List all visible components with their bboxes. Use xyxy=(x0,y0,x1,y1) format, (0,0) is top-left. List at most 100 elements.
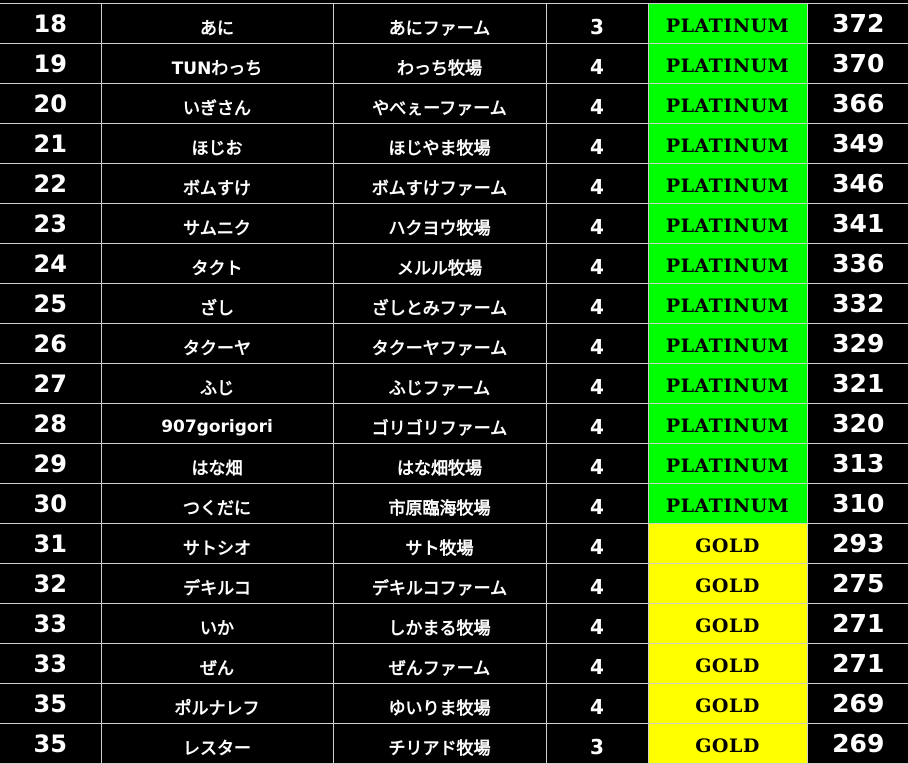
farm-cell: メルル牧場 xyxy=(332,243,547,284)
score-cell: 332 xyxy=(806,283,908,324)
num-cell: 4 xyxy=(545,563,649,604)
score-cell: 321 xyxy=(806,363,908,404)
score-cell: 271 xyxy=(806,603,908,644)
tier-badge: PLATINUM xyxy=(647,123,808,164)
score-cell: 313 xyxy=(806,443,908,484)
farm-cell: ほじやま牧場 xyxy=(332,123,547,164)
table-row: 21 ほじお ほじやま牧場 4 PLATINUM 349 xyxy=(0,123,908,164)
farm-cell: ハクヨウ牧場 xyxy=(332,203,547,244)
num-cell: 4 xyxy=(545,363,649,404)
table-row: 33 いか しかまる牧場 4 GOLD 271 xyxy=(0,603,908,644)
rank-cell: 28 xyxy=(0,403,102,444)
table-row: 24 タクト メルル牧場 4 PLATINUM 336 xyxy=(0,243,908,284)
farm-cell: チリアド牧場 xyxy=(332,723,547,764)
table-row: 35 レスター チリアド牧場 3 GOLD 269 xyxy=(0,723,908,764)
farm-cell: ふじファーム xyxy=(332,363,547,404)
rank-cell: 27 xyxy=(0,363,102,404)
score-cell: 366 xyxy=(806,83,908,124)
num-cell: 3 xyxy=(545,3,649,44)
score-cell: 370 xyxy=(806,43,908,84)
tier-badge: GOLD xyxy=(647,683,808,724)
farm-cell: あにファーム xyxy=(332,3,547,44)
num-cell: 4 xyxy=(545,43,649,84)
farm-cell: ざしとみファーム xyxy=(332,283,547,324)
table-row: 31 サトシオ サト牧場 4 GOLD 293 xyxy=(0,523,908,564)
name-cell: ポルナレフ xyxy=(100,683,334,724)
table-row: 32 デキルコ デキルコファーム 4 GOLD 275 xyxy=(0,563,908,604)
name-cell: サトシオ xyxy=(100,523,334,564)
num-cell: 4 xyxy=(545,603,649,644)
name-cell: いぎさん xyxy=(100,83,334,124)
name-cell: つくだに xyxy=(100,483,334,524)
tier-badge: PLATINUM xyxy=(647,323,808,364)
tier-badge: PLATINUM xyxy=(647,443,808,484)
score-cell: 349 xyxy=(806,123,908,164)
num-cell: 4 xyxy=(545,483,649,524)
score-cell: 336 xyxy=(806,243,908,284)
tier-badge: PLATINUM xyxy=(647,243,808,284)
rank-cell: 31 xyxy=(0,523,102,564)
rank-cell: 23 xyxy=(0,203,102,244)
score-cell: 329 xyxy=(806,323,908,364)
num-cell: 4 xyxy=(545,283,649,324)
tier-badge: GOLD xyxy=(647,603,808,644)
farm-cell: デキルコファーム xyxy=(332,563,547,604)
name-cell: デキルコ xyxy=(100,563,334,604)
rank-cell: 19 xyxy=(0,43,102,84)
name-cell: レスター xyxy=(100,723,334,764)
name-cell: ふじ xyxy=(100,363,334,404)
table-row: 22 ボムすけ ボムすけファーム 4 PLATINUM 346 xyxy=(0,163,908,204)
rank-cell: 24 xyxy=(0,243,102,284)
rank-cell: 25 xyxy=(0,283,102,324)
rank-cell: 35 xyxy=(0,683,102,724)
rank-cell: 20 xyxy=(0,83,102,124)
table-row: 30 つくだに 市原臨海牧場 4 PLATINUM 310 xyxy=(0,483,908,524)
num-cell: 4 xyxy=(545,243,649,284)
farm-cell: はな畑牧場 xyxy=(332,443,547,484)
score-cell: 372 xyxy=(806,3,908,44)
name-cell: あに xyxy=(100,3,334,44)
rank-cell: 35 xyxy=(0,723,102,764)
tier-badge: PLATINUM xyxy=(647,483,808,524)
tier-badge: GOLD xyxy=(647,523,808,564)
num-cell: 4 xyxy=(545,683,649,724)
tier-badge: PLATINUM xyxy=(647,363,808,404)
table-row: 26 タクーヤ タクーヤファーム 4 PLATINUM 329 xyxy=(0,323,908,364)
num-cell: 4 xyxy=(545,323,649,364)
score-cell: 293 xyxy=(806,523,908,564)
rank-cell: 32 xyxy=(0,563,102,604)
tier-badge: PLATINUM xyxy=(647,83,808,124)
name-cell: タクーヤ xyxy=(100,323,334,364)
table-row: 18 あに あにファーム 3 PLATINUM 372 xyxy=(0,3,908,44)
num-cell: 4 xyxy=(545,523,649,564)
table-row: 29 はな畑 はな畑牧場 4 PLATINUM 313 xyxy=(0,443,908,484)
farm-cell: しかまる牧場 xyxy=(332,603,547,644)
rank-cell: 29 xyxy=(0,443,102,484)
tier-badge: PLATINUM xyxy=(647,43,808,84)
rank-cell: 26 xyxy=(0,323,102,364)
name-cell: ざし xyxy=(100,283,334,324)
table-row: 35 ポルナレフ ゆいりま牧場 4 GOLD 269 xyxy=(0,683,908,724)
num-cell: 4 xyxy=(545,163,649,204)
name-cell: TUNわっち xyxy=(100,43,334,84)
rank-cell: 30 xyxy=(0,483,102,524)
rank-cell: 18 xyxy=(0,3,102,44)
num-cell: 4 xyxy=(545,443,649,484)
score-cell: 275 xyxy=(806,563,908,604)
tier-badge: PLATINUM xyxy=(647,3,808,44)
tier-badge: PLATINUM xyxy=(647,283,808,324)
rank-cell: 33 xyxy=(0,603,102,644)
tier-badge: PLATINUM xyxy=(647,403,808,444)
farm-cell: わっち牧場 xyxy=(332,43,547,84)
num-cell: 4 xyxy=(545,83,649,124)
num-cell: 4 xyxy=(545,123,649,164)
score-cell: 310 xyxy=(806,483,908,524)
score-cell: 269 xyxy=(806,683,908,724)
table-row: 19 TUNわっち わっち牧場 4 PLATINUM 370 xyxy=(0,43,908,84)
farm-cell: ゆいりま牧場 xyxy=(332,683,547,724)
num-cell: 3 xyxy=(545,723,649,764)
table-row: 20 いぎさん やべぇーファーム 4 PLATINUM 366 xyxy=(0,83,908,124)
farm-cell: サト牧場 xyxy=(332,523,547,564)
farm-cell: ゴリゴリファーム xyxy=(332,403,547,444)
table-row: 25 ざし ざしとみファーム 4 PLATINUM 332 xyxy=(0,283,908,324)
